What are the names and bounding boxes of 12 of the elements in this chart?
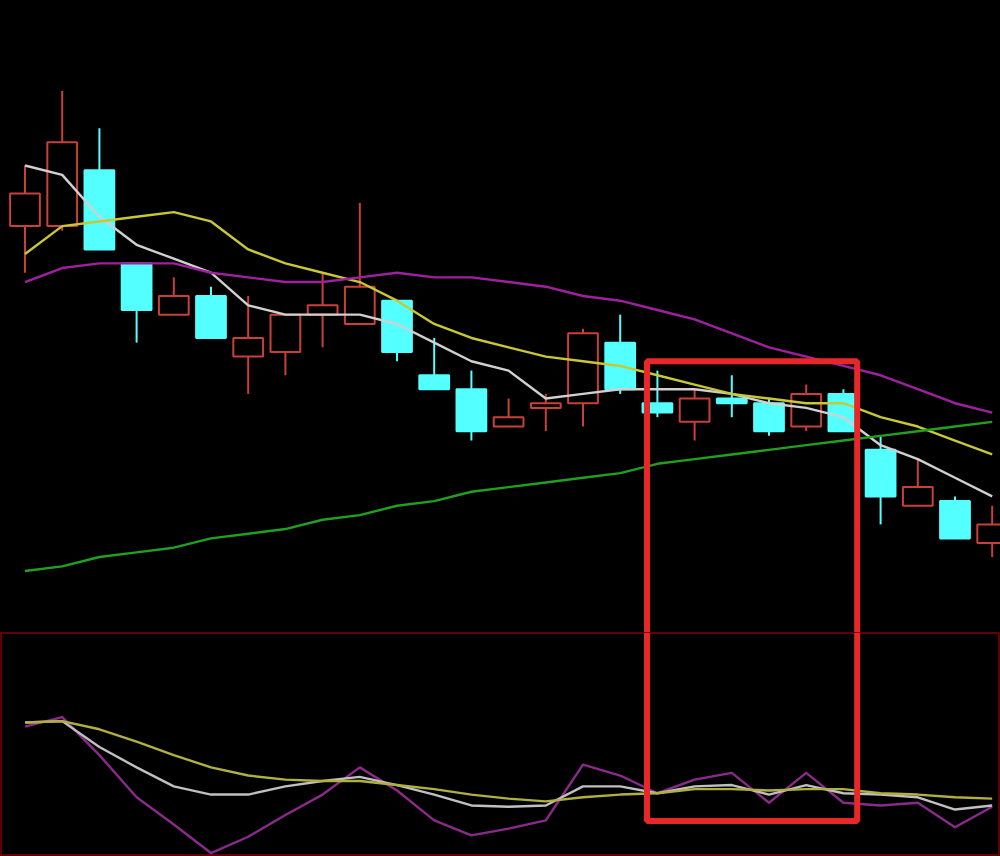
candlestick	[269, 313, 302, 377]
candlestick	[157, 276, 190, 316]
candlestick	[418, 336, 451, 391]
candlestick	[9, 164, 41, 274]
candlestick	[492, 397, 525, 428]
candlestick	[715, 374, 748, 419]
candlestick	[232, 295, 265, 395]
candlestick	[83, 127, 116, 251]
candlestick	[901, 458, 934, 507]
candlestick	[455, 369, 488, 442]
candlestick	[120, 262, 153, 344]
candlestick	[343, 201, 376, 325]
